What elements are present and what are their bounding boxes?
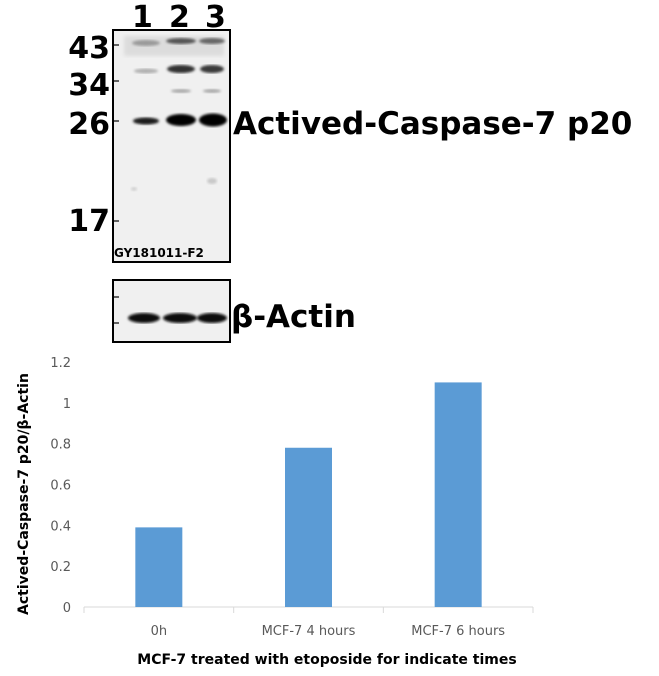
bar-0 <box>135 527 183 607</box>
sample-id: GY181011-F2 <box>114 246 204 260</box>
marker-17: 17 <box>68 204 110 239</box>
x-axis-labels: 0h MCF-7 4 hours MCF-7 6 hours <box>151 624 506 639</box>
y-tick-label: 0.6 <box>50 479 71 494</box>
y-tick-label: 1.2 <box>50 356 71 371</box>
lane-label-3: 3 <box>205 0 226 35</box>
bars <box>135 382 482 607</box>
western-blot-main <box>112 29 231 263</box>
x-tick-label: MCF-7 4 hours <box>262 624 356 639</box>
x-axis-tick-marks <box>83 607 534 613</box>
y-tick-label: 0.8 <box>50 438 71 453</box>
actin-bands <box>114 281 229 341</box>
bar-2 <box>434 382 482 607</box>
y-axis-title: Actived-Caspase-7 p20/β-Actin <box>16 373 32 615</box>
western-blot-actin <box>112 279 231 343</box>
target-band-label: Actived-Caspase-7 p20 <box>233 106 633 142</box>
marker-34: 34 <box>68 68 110 103</box>
y-axis-ticks: 0 0.2 0.4 0.6 0.8 1 1.2 <box>50 356 71 616</box>
x-axis-title: MCF-7 treated with etoposide for indicat… <box>137 652 516 668</box>
y-tick-label: 1 <box>63 397 71 412</box>
y-tick-label: 0 <box>63 601 71 616</box>
bar-1 <box>285 447 332 607</box>
x-tick-label: MCF-7 6 hours <box>411 624 505 639</box>
control-band-label: β-Actin <box>231 299 356 335</box>
bar-chart: 0 0.2 0.4 0.6 0.8 1 1.2 0h MCF-7 4 hours MCF-7 6… <box>16 356 534 668</box>
x-tick-label: 0h <box>151 624 168 639</box>
lane-label-1: 1 <box>132 0 153 35</box>
lane-label-2: 2 <box>169 0 190 35</box>
y-tick-label: 0.2 <box>50 560 71 575</box>
y-tick-label: 0.4 <box>50 519 71 534</box>
marker-26: 26 <box>68 107 110 142</box>
marker-43: 43 <box>68 31 110 66</box>
western-blot-bands <box>114 31 229 261</box>
